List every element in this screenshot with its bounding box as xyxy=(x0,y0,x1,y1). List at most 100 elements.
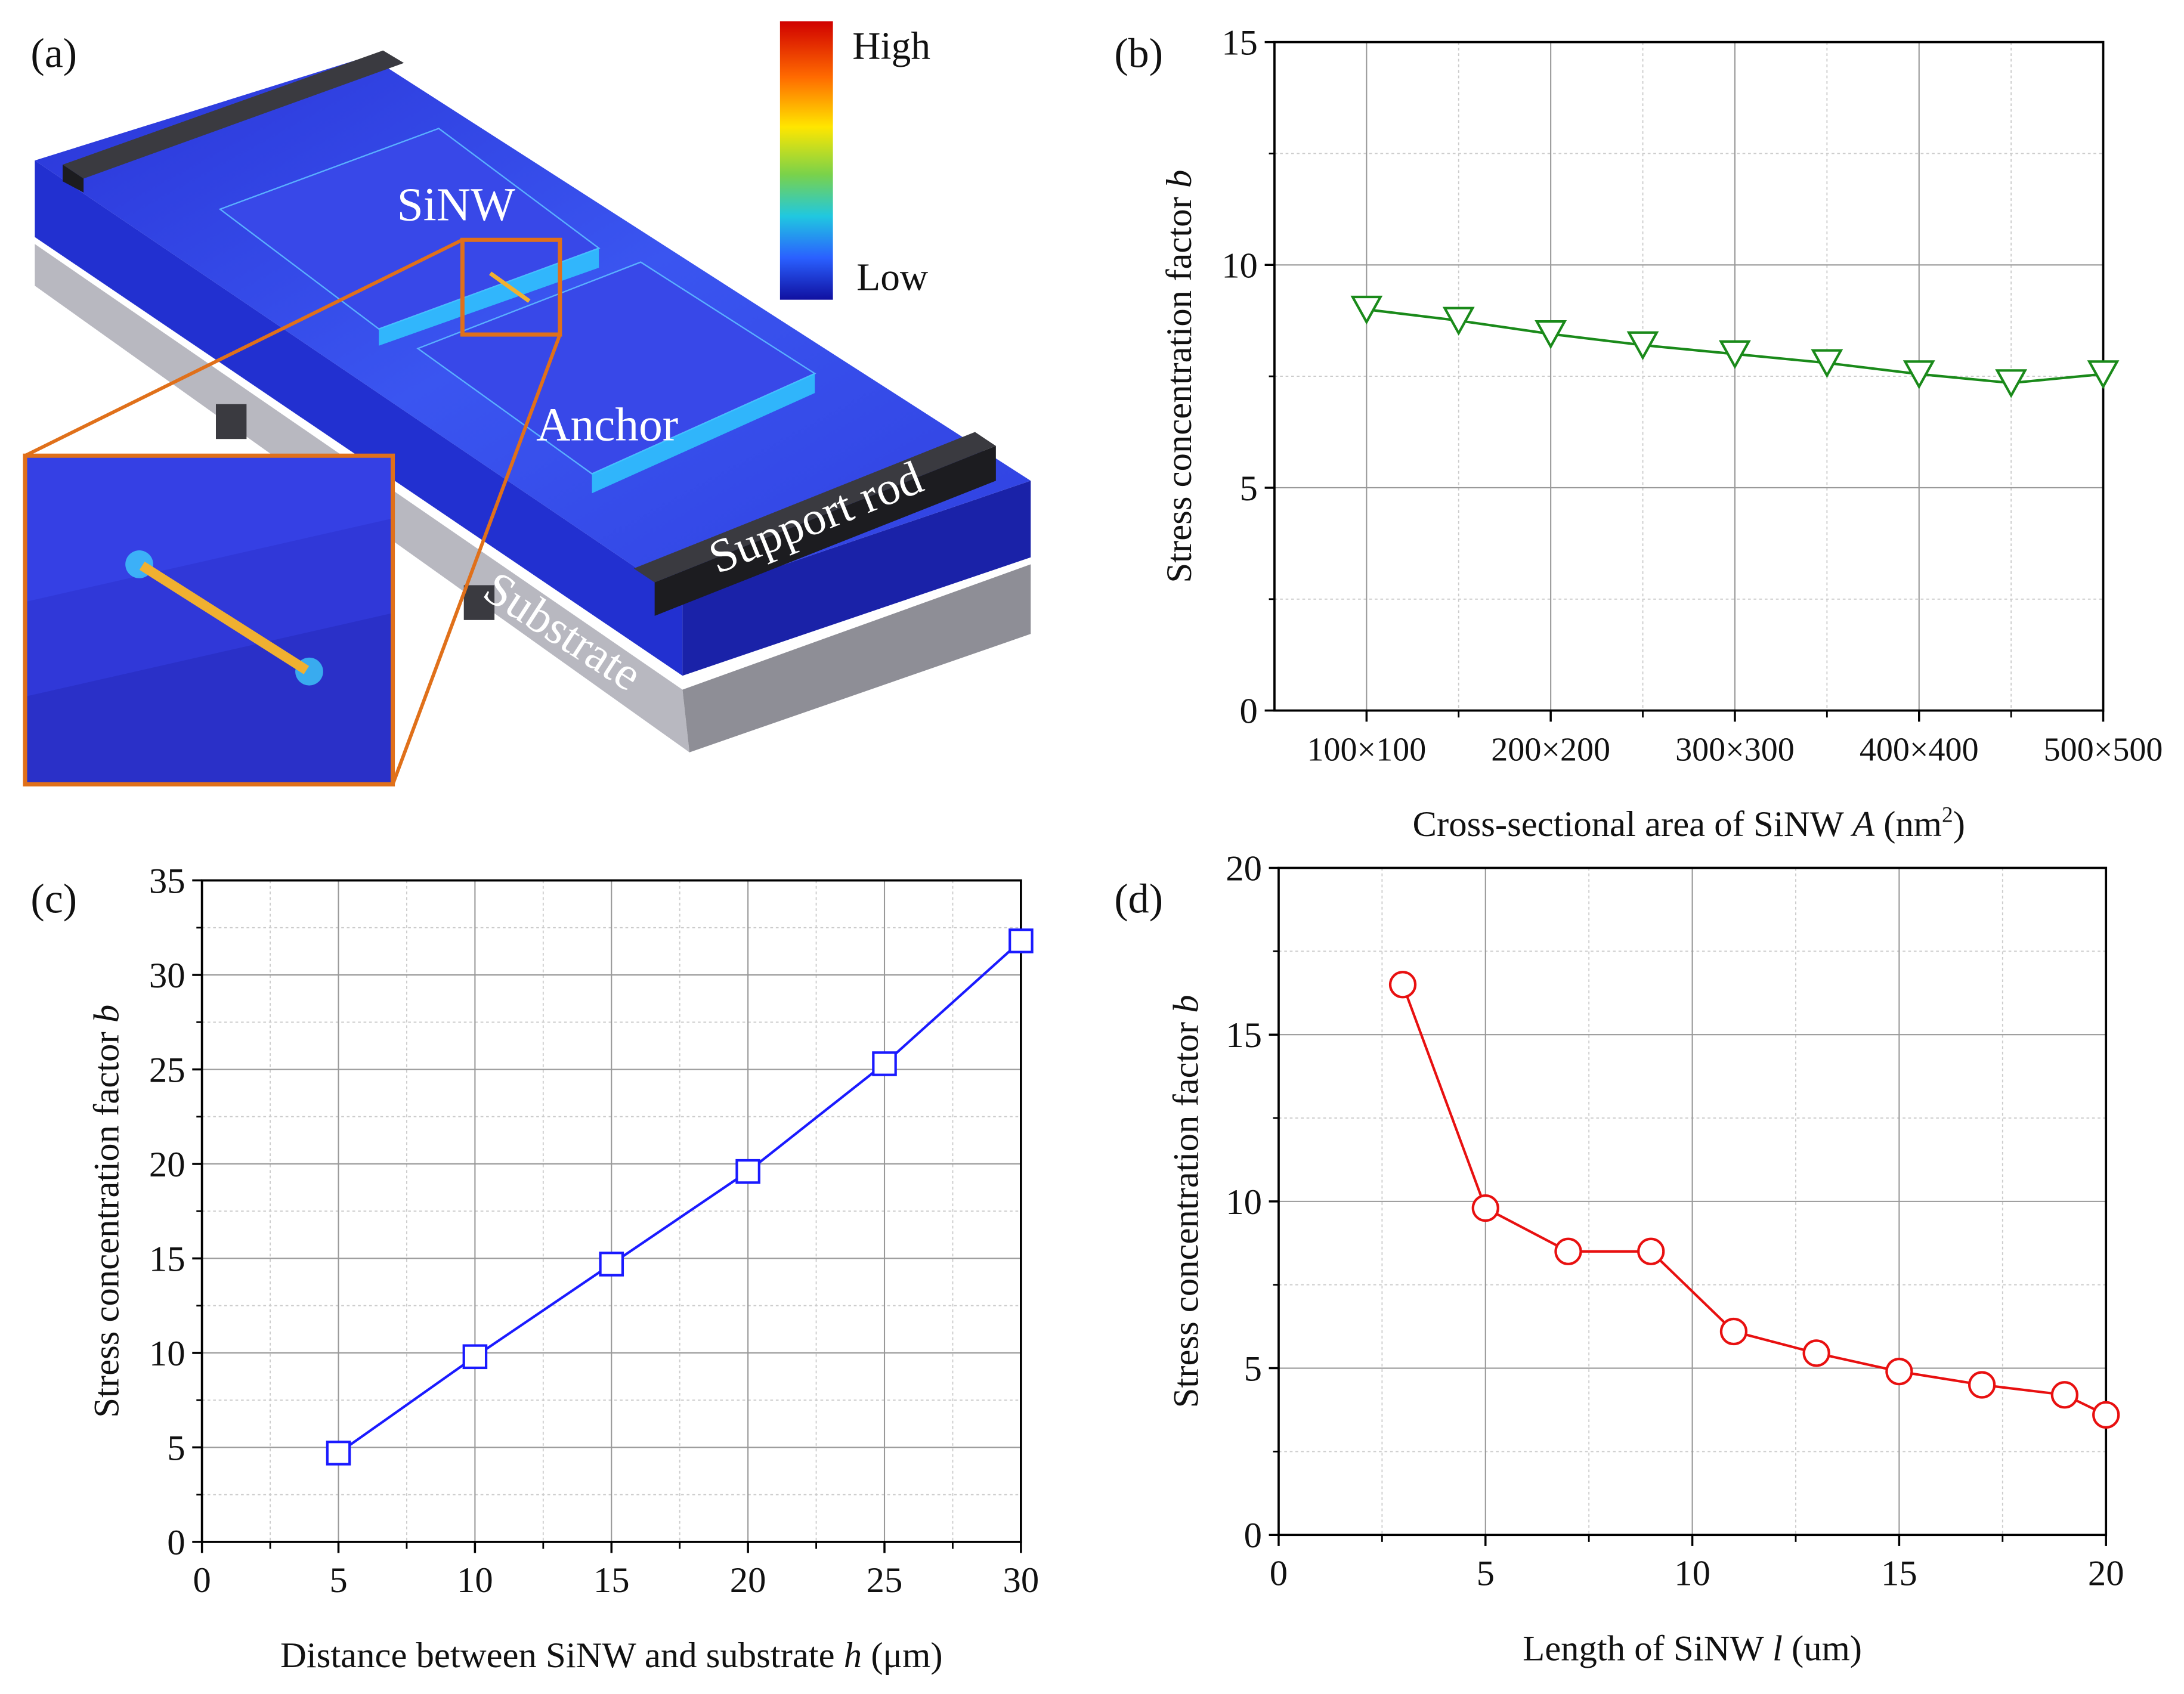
zoom-connector-line xyxy=(391,334,562,785)
y-axis-label: Stress concentration factor b xyxy=(1159,170,1199,583)
colorbar-low-label: Low xyxy=(856,256,928,299)
y-axis-label-part: Stress concentration factor xyxy=(87,1023,127,1418)
x-axis-label-part: 2 xyxy=(1942,803,1953,827)
support-rod-back-side xyxy=(63,165,84,193)
y-axis-label-part: Stress concentration factor xyxy=(1166,1013,1206,1408)
data-point xyxy=(1009,928,1034,953)
x-axis-label-part: A xyxy=(1850,804,1875,844)
data-point xyxy=(1626,331,1659,361)
data-point xyxy=(1719,340,1751,370)
chart-b: (b) 0 5 10 15 100×100 200×200 300×300 400×400 500… xyxy=(1114,23,2163,844)
y-tick-label: 0 xyxy=(1240,692,1258,732)
y-tick-label: 10 xyxy=(149,1334,185,1374)
y-axis-label: Stress concentration factor b xyxy=(1166,995,1206,1408)
x-axis-label-part: l xyxy=(1772,1628,1783,1668)
inset-border xyxy=(23,453,395,786)
data-point xyxy=(1388,971,1417,999)
x-tick-label: 25 xyxy=(867,1560,903,1600)
series-line xyxy=(1402,984,2107,1416)
x-tick-label: 15 xyxy=(1881,1553,1917,1593)
x-tick-label: 10 xyxy=(1674,1553,1710,1593)
support-rod-front-top xyxy=(633,432,996,583)
zoom-highlight-box xyxy=(460,237,562,337)
y-tick-label: 20 xyxy=(1226,849,1262,889)
data-point xyxy=(1554,1237,1582,1265)
y-tick-label: 30 xyxy=(149,956,185,996)
post xyxy=(463,585,495,620)
data-point xyxy=(462,1344,488,1370)
x-tick-label: 5 xyxy=(1477,1553,1495,1593)
chart-c: (c) 0 5 10 15 20 25 30 35 0 5 10 15 20 25 30 Distance be… xyxy=(30,862,1039,1676)
data-point xyxy=(1802,1339,1830,1367)
panel-a-device-illustration: (a) xyxy=(23,21,1031,786)
colorbar xyxy=(779,21,833,300)
panel-label-d: (d) xyxy=(1114,876,1163,922)
x-tick-label: 20 xyxy=(2088,1553,2124,1593)
x-tick-label: 200×200 xyxy=(1491,732,1610,769)
y-tick-label: 5 xyxy=(167,1428,185,1468)
data-point xyxy=(1637,1237,1665,1265)
data-point xyxy=(1811,349,1843,379)
data-point xyxy=(1535,320,1567,349)
x-tick-label: 30 xyxy=(1003,1560,1040,1600)
panel-label-c: (c) xyxy=(30,876,77,922)
x-axis-label: Length of SiNW l (um) xyxy=(1523,1628,1862,1668)
anchor-pad-edge xyxy=(592,373,815,494)
x-axis-label-part: (μm) xyxy=(862,1636,942,1676)
x-tick-label: 0 xyxy=(1270,1553,1288,1593)
data-point xyxy=(2087,360,2120,389)
device-side-face xyxy=(682,481,1031,676)
data-point xyxy=(1442,306,1475,336)
data-point xyxy=(872,1051,897,1076)
label-sinw: SiNW xyxy=(397,179,516,231)
sinw-pad-edge xyxy=(379,248,599,346)
x-axis-label-part: h xyxy=(844,1636,862,1676)
zoom-connector-line xyxy=(24,238,463,457)
x-tick-label: 300×300 xyxy=(1675,732,1795,769)
y-tick-label: 35 xyxy=(149,862,185,902)
x-axis-label-part: (nm xyxy=(1874,804,1942,844)
support-rod-front-side xyxy=(654,445,996,616)
y-tick-label: 15 xyxy=(1226,1015,1262,1055)
data-point xyxy=(1471,1194,1499,1222)
plot-frame xyxy=(1277,866,2108,1537)
data-point xyxy=(2050,1381,2078,1409)
nanowire-inset xyxy=(139,561,310,674)
x-tick-label: 10 xyxy=(457,1560,493,1600)
substrate-side-face xyxy=(682,564,1031,752)
y-tick-label: 15 xyxy=(1221,23,1258,63)
nanowire xyxy=(489,271,531,303)
x-axis-label: Cross-sectional area of SiNW A (nm2) xyxy=(1413,803,1965,844)
data-point xyxy=(1995,369,2028,398)
panel-label-a: (a) xyxy=(30,31,77,77)
x-tick-label: 15 xyxy=(593,1560,630,1600)
zoom-inset xyxy=(23,453,395,786)
data-point xyxy=(599,1252,624,1277)
y-tick-label: 0 xyxy=(1244,1516,1262,1556)
y-tick-label: 10 xyxy=(1226,1182,1262,1222)
inset-lower-surface xyxy=(25,613,393,785)
data-point xyxy=(1903,360,1935,389)
data-point xyxy=(1968,1371,1996,1399)
y-tick-label: 20 xyxy=(149,1145,185,1185)
y-tick-label: 5 xyxy=(1240,469,1258,509)
x-axis-label-part: ) xyxy=(1953,804,1965,844)
device-front-face xyxy=(35,160,683,676)
y-tick-label: 10 xyxy=(1221,246,1258,286)
y-axis-label-part: b xyxy=(1166,995,1206,1012)
data-point xyxy=(1719,1317,1748,1346)
label-anchor: Anchor xyxy=(536,399,678,451)
x-axis-label-part: (um) xyxy=(1783,1628,1862,1668)
x-axis-label-part: Distance between SiNW and substrate xyxy=(280,1636,844,1676)
post xyxy=(215,404,247,439)
data-point xyxy=(326,1441,351,1466)
y-tick-label: 25 xyxy=(149,1051,185,1091)
y-tick-label: 15 xyxy=(149,1239,185,1279)
colorbar-high-label: High xyxy=(852,25,930,68)
x-tick-label: 500×500 xyxy=(2044,732,2163,769)
y-axis-label-part: Stress concentration factor xyxy=(1159,188,1199,583)
x-tick-label: 400×400 xyxy=(1860,732,1979,769)
x-tick-label: 20 xyxy=(730,1560,766,1600)
panel-label-b: (b) xyxy=(1114,31,1163,77)
